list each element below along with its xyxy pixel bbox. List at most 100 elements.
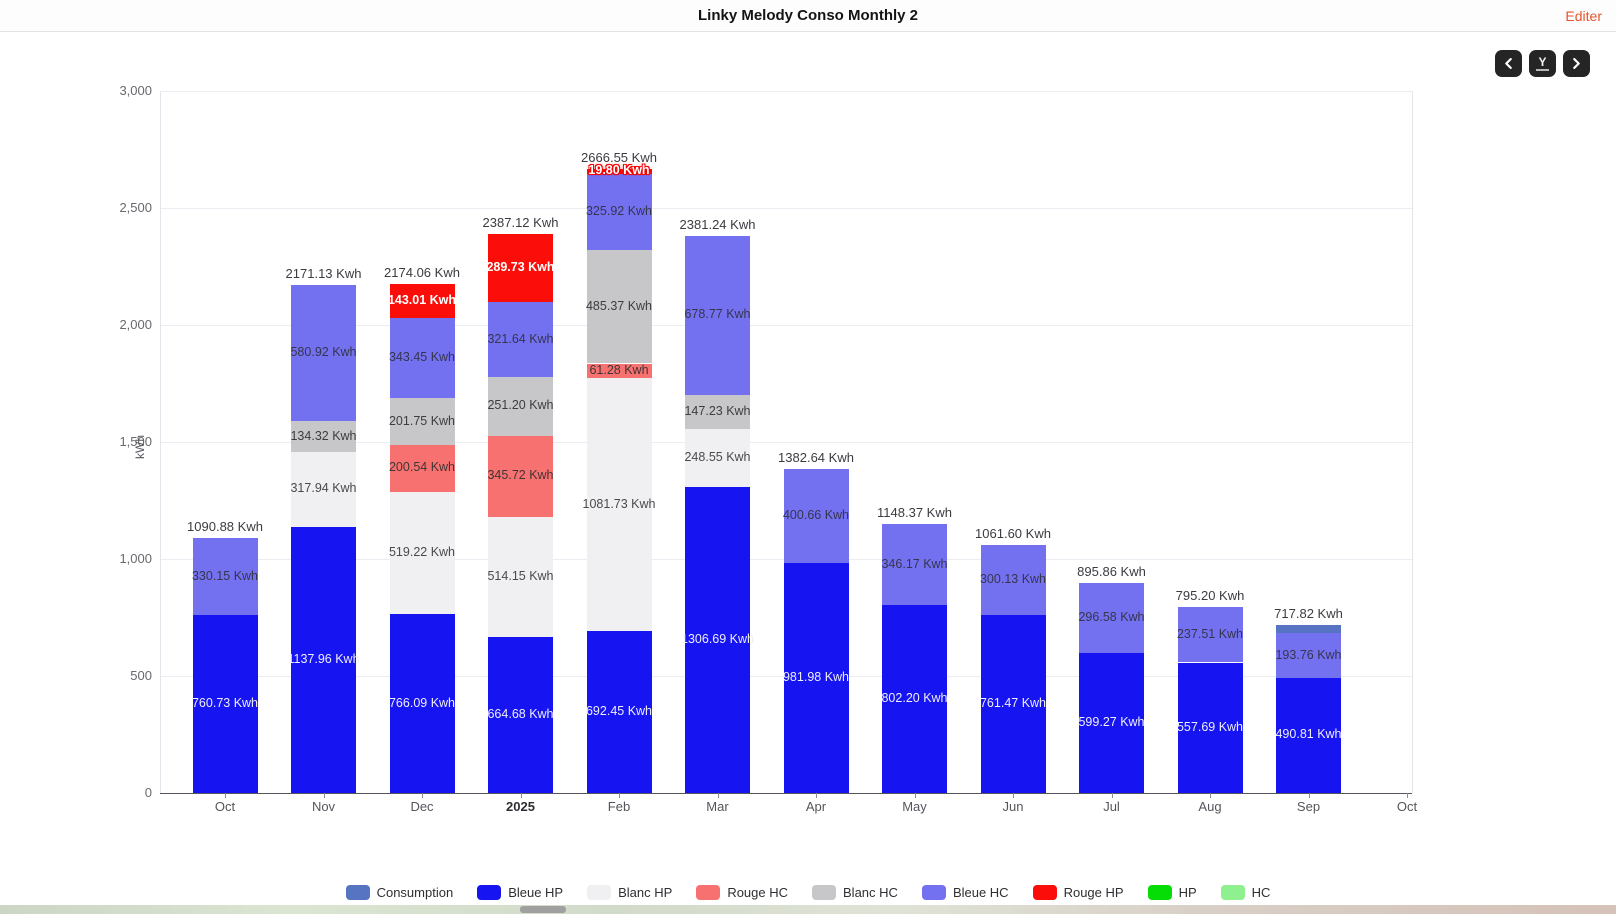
bar-segment-blanc-hp[interactable]: 514.15 Kwh: [487, 517, 554, 638]
legend-swatch: [1147, 884, 1172, 900]
legend-swatch: [1220, 884, 1245, 900]
bar-segment-bleue-hc[interactable]: 321.64 Kwh: [487, 302, 554, 378]
legend-label: Blanc HP: [618, 884, 673, 900]
bar-segment-rouge-hc[interactable]: 345.72 Kwh: [487, 436, 554, 518]
bar-segment-label: 300.13 Kwh: [979, 571, 1047, 586]
chevron-left-icon: [1503, 58, 1514, 69]
scrollbar-thumb[interactable]: [520, 906, 566, 913]
bar-total-label: 2387.12 Kwh: [482, 215, 559, 231]
gridline: [160, 442, 1412, 443]
bar-segment-bleue-hc[interactable]: 193.76 Kwh: [1275, 632, 1342, 679]
y-tick-label: 2,000: [119, 317, 152, 332]
x-axis-tick: [717, 793, 719, 798]
bar-segment-blanc-hc[interactable]: 251.20 Kwh: [487, 377, 554, 437]
bar-segment-bleue-hc[interactable]: 678.77 Kwh: [684, 235, 751, 395]
bar-segment-label: 321.64 Kwh: [487, 332, 554, 347]
bar-segment-bleue-hp[interactable]: 599.27 Kwh: [1078, 652, 1145, 793]
bar-segment-bleue-hp[interactable]: 1137.96 Kwh: [287, 526, 360, 793]
bar-segment-blanc-hc[interactable]: 147.23 Kwh: [684, 394, 751, 430]
edit-link[interactable]: Editer: [1565, 8, 1602, 24]
legend-item-bleue-hc[interactable]: Bleue HC: [921, 884, 1009, 900]
x-tick-label: Mar: [706, 799, 729, 814]
legend-item-blanc-hc[interactable]: Blanc HC: [812, 884, 898, 900]
horizontal-scrollbar[interactable]: [0, 905, 1616, 914]
bar-segment-rouge-hp[interactable]: 19.80 Kwh: [586, 163, 652, 177]
bar-segment-rouge-hp[interactable]: 143.01 Kwh: [387, 284, 457, 318]
bar-segment-label: 325.92 Kwh: [585, 203, 653, 218]
bar-segment-bleue-hc[interactable]: 325.92 Kwh: [585, 173, 653, 250]
bar-segment-label: 237.51 Kwh: [1176, 626, 1244, 641]
bar-segment-bleue-hc[interactable]: 330.15 Kwh: [191, 537, 259, 615]
bar-segment-rouge-hc[interactable]: 200.54 Kwh: [389, 445, 455, 493]
bar-segment-bleue-hp[interactable]: 760.73 Kwh: [192, 614, 258, 793]
bar-segment-bleue-hc[interactable]: 300.13 Kwh: [979, 544, 1047, 615]
x-axis-tick: [225, 793, 226, 798]
bar-segment-label: 143.01 Kwh: [387, 293, 457, 308]
x-axis-tick: [1308, 793, 1310, 798]
bar-segment-bleue-hc[interactable]: 580.92 Kwh: [290, 284, 357, 421]
bar-segment-bleue-hp[interactable]: 802.20 Kwh: [881, 605, 948, 793]
legend-item-hc[interactable]: HC: [1220, 884, 1270, 900]
chart-legend: Consumption Bleue HP Blanc HP Rouge HC Blanc…: [0, 880, 1616, 904]
bar-segment-bleue-hc[interactable]: 400.66 Kwh: [783, 469, 849, 564]
x-axis-tick: [914, 793, 916, 798]
bar-segment-label: 201.75 Kwh: [388, 414, 456, 429]
bar-segment-bleue-hp[interactable]: 557.69 Kwh: [1176, 662, 1244, 793]
next-period-button[interactable]: [1563, 50, 1590, 77]
legend-item-consumption[interactable]: Consumption: [345, 884, 453, 900]
bar-segment-label: 251.20 Kwh: [487, 398, 554, 413]
bar-segment-blanc-hc[interactable]: 134.32 Kwh: [290, 420, 357, 453]
legend-label: Bleue HC: [952, 884, 1009, 900]
bar-segment-label: 317.94 Kwh: [290, 481, 357, 496]
bar-segment-bleue-hp[interactable]: 1306.69 Kwh: [681, 487, 754, 793]
legend-item-rouge-hp[interactable]: Rouge HP: [1032, 884, 1124, 900]
bar-segment-label: 330.15 Kwh: [191, 568, 259, 583]
bar-segment-label: 599.27 Kwh: [1078, 714, 1145, 729]
y-axis-title: kWh: [133, 435, 147, 459]
legend-item-rouge-hc[interactable]: Rouge HC: [696, 884, 788, 900]
bar-segment-bleue-hc[interactable]: 296.58 Kwh: [1078, 583, 1145, 653]
bar-segment-rouge-hc[interactable]: 61.28 Kwh: [586, 363, 652, 378]
legend-label: Bleue HP: [508, 884, 564, 900]
bar-segment-bleue-hc[interactable]: 237.51 Kwh: [1176, 606, 1244, 663]
bar-segment-bleue-hp[interactable]: 490.81 Kwh: [1275, 678, 1342, 793]
bar-segment-label: 134.32 Kwh: [290, 428, 357, 443]
x-tick-label: Sep: [1296, 799, 1321, 814]
y-axis-toggle-button[interactable]: Y: [1529, 50, 1556, 77]
bar-segment-bleue-hp[interactable]: 664.68 Kwh: [487, 637, 554, 793]
bar-segment-label: 766.09 Kwh: [388, 695, 456, 710]
bar-segment-blanc-hp[interactable]: 519.22 Kwh: [388, 492, 456, 614]
bar-segment-label: 802.20 Kwh: [881, 691, 948, 706]
legend-swatch: [587, 884, 612, 900]
bar-segment-rouge-hp[interactable]: 289.73 Kwh: [486, 234, 555, 303]
bar-segment-bleue-hp[interactable]: 981.98 Kwh: [783, 563, 849, 793]
legend-item-hp[interactable]: HP: [1147, 884, 1197, 900]
bar-segment-blanc-hc[interactable]: 201.75 Kwh: [388, 398, 456, 446]
x-tick-label: Oct: [1396, 799, 1418, 814]
legend-swatch: [921, 884, 946, 900]
x-axis-tick: [1111, 793, 1113, 798]
bar-segment-bleue-hp[interactable]: 761.47 Kwh: [980, 614, 1046, 793]
bar-segment-bleue-hc[interactable]: 343.45 Kwh: [389, 317, 455, 399]
bar-segment-blanc-hc[interactable]: 485.37 Kwh: [586, 249, 652, 364]
y-tick-label: 500: [130, 668, 152, 683]
bar-segment-label: 345.72 Kwh: [487, 468, 554, 483]
bar-segment-bleue-hc[interactable]: 346.17 Kwh: [881, 524, 948, 606]
legend-label: Rouge HP: [1063, 884, 1124, 900]
bar-segment-label: 519.22 Kwh: [388, 545, 456, 560]
legend-item-bleue-hp[interactable]: Bleue HP: [477, 884, 564, 900]
x-axis-tick: [619, 793, 620, 798]
x-tick-label: Feb: [607, 799, 631, 814]
bar-segment-bleue-hp[interactable]: 766.09 Kwh: [388, 613, 456, 793]
prev-period-button[interactable]: [1495, 50, 1522, 77]
bar-segment-blanc-hp[interactable]: 248.55 Kwh: [684, 429, 751, 488]
y-tick-label: 3,000: [119, 83, 152, 98]
y-tick-label: 1,000: [119, 551, 152, 566]
x-axis-tick: [816, 793, 817, 798]
bar-segment-blanc-hp[interactable]: 317.94 Kwh: [290, 452, 357, 527]
bar-segment-consumption[interactable]: [1276, 625, 1341, 633]
legend-item-blanc-hp[interactable]: Blanc HP: [587, 884, 673, 900]
bar-segment-bleue-hp[interactable]: 692.45 Kwh: [586, 630, 652, 793]
bar-segment-label: 557.69 Kwh: [1176, 719, 1244, 734]
bar-segment-blanc-hp[interactable]: 1081.73 Kwh: [583, 377, 655, 631]
